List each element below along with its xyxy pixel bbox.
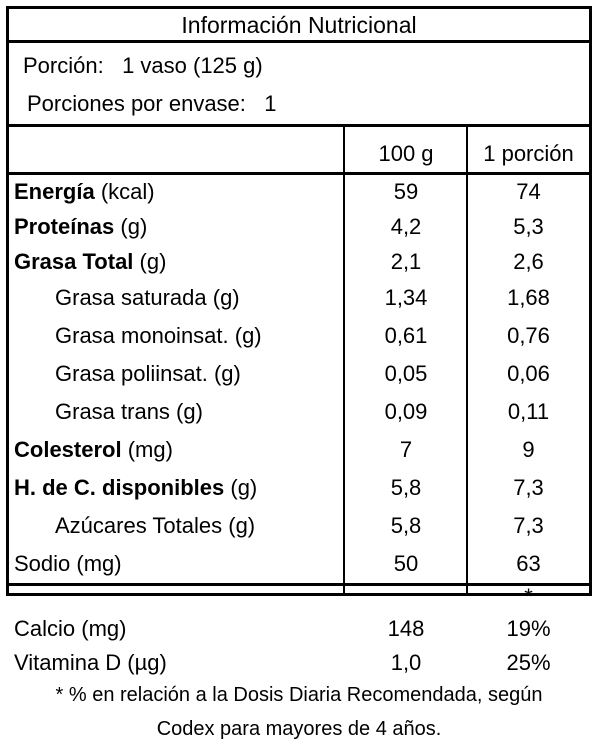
footnote-line-1: * % en relación a la Dosis Diaria Recome…	[55, 684, 543, 706]
mineral-value-per-100g: 148	[387, 616, 425, 641]
value-per-100g: 4,2	[390, 214, 422, 239]
nutrient-name-bold: Colesterol	[14, 437, 122, 462]
value-per-portion: 5,3	[513, 214, 544, 239]
nutrient-unit: (g)	[133, 249, 167, 274]
serving-size: Porción: 1 vaso (125 g)	[23, 53, 263, 79]
nutrition-facts-table: Información Nutricional Porción: 1 vaso …	[6, 6, 592, 675]
value-per-portion: 0,11	[507, 399, 550, 424]
nutrient-name: Sodio (mg)	[14, 551, 122, 576]
value-per-portion: 9	[522, 437, 535, 462]
value-per-portion: 63	[516, 551, 541, 576]
nutrient-name-bold: H. de C. disponibles	[14, 475, 225, 500]
value-per-100g: 7	[399, 437, 413, 462]
value-per-100g: 0,09	[384, 399, 428, 424]
column-divider-2	[466, 127, 468, 593]
nutrient-name: Grasa saturada (g)	[55, 285, 240, 310]
nutrient-name: Grasa Total (g)	[14, 245, 166, 279]
value-per-100g: 1,34	[384, 285, 428, 310]
nutrient-name: Azúcares Totales (g)	[55, 513, 256, 538]
footnote-line-2: Codex para mayores de 4 años.	[156, 718, 442, 740]
value-per-100g: 5,8	[390, 475, 422, 500]
minerals-divider	[9, 583, 589, 586]
value-per-100g: 0,05	[384, 361, 428, 386]
column-header-portion: 1 porción	[483, 141, 574, 166]
value-per-100g: 59	[393, 179, 419, 204]
servings-per-container: Porciones por envase: 1	[27, 91, 277, 117]
header-divider	[9, 172, 589, 175]
value-per-100g: 2,1	[390, 249, 422, 274]
value-per-portion: 74	[516, 179, 541, 204]
value-per-portion: 2,6	[513, 249, 544, 274]
serving-info: Porción: 1 vaso (125 g) Porciones por en…	[9, 43, 589, 127]
mineral-value-per-100g: 1,0	[390, 650, 422, 675]
value-per-portion: 1,68	[507, 285, 550, 310]
asterisk-marker: *	[524, 584, 533, 609]
nutrient-name: Grasa poliinsat. (g)	[55, 361, 241, 386]
column-divider-1	[343, 127, 345, 593]
nutrient-unit: (mg)	[121, 437, 173, 462]
nutrient-name: H. de C. disponibles (g)	[14, 471, 257, 505]
value-per-100g: 0,61	[384, 323, 428, 348]
servings-per-container-value: 1	[264, 91, 277, 116]
nutrient-unit: (g)	[224, 475, 258, 500]
value-per-portion: 0,06	[507, 361, 550, 386]
mineral-name: Vitamina D (µg)	[14, 650, 167, 675]
nutrient-name: Proteínas (g)	[14, 210, 147, 244]
serving-size-label: Porción:	[23, 53, 104, 78]
value-per-100g: 50	[393, 551, 419, 576]
value-per-portion: 7,3	[513, 475, 544, 500]
mineral-name: Calcio (mg)	[14, 616, 127, 641]
nutrient-name: Grasa monoinsat. (g)	[55, 323, 262, 348]
mineral-value-per-portion: 25%	[506, 650, 551, 675]
value-per-portion: 7,3	[513, 513, 544, 538]
serving-size-value: 1 vaso (125 g)	[122, 53, 263, 78]
servings-per-container-label: Porciones por envase:	[27, 91, 246, 116]
nutrient-name: Colesterol (mg)	[14, 433, 173, 467]
value-per-100g: 5,8	[390, 513, 422, 538]
nutrient-unit: (kcal)	[94, 179, 155, 204]
column-header-100g: 100 g	[378, 141, 434, 166]
table-title: Información Nutricional	[9, 9, 589, 43]
nutrient-name-bold: Energía	[14, 179, 95, 204]
value-per-portion: 0,76	[507, 323, 550, 348]
nutrient-name-bold: Proteínas	[14, 214, 115, 239]
mineral-value-per-portion: 19%	[506, 616, 551, 641]
nutrient-unit: (g)	[114, 214, 148, 239]
nutrient-name: Grasa trans (g)	[55, 399, 203, 424]
nutrient-name-bold: Grasa Total	[14, 249, 134, 274]
nutrient-name: Energía (kcal)	[14, 175, 155, 209]
